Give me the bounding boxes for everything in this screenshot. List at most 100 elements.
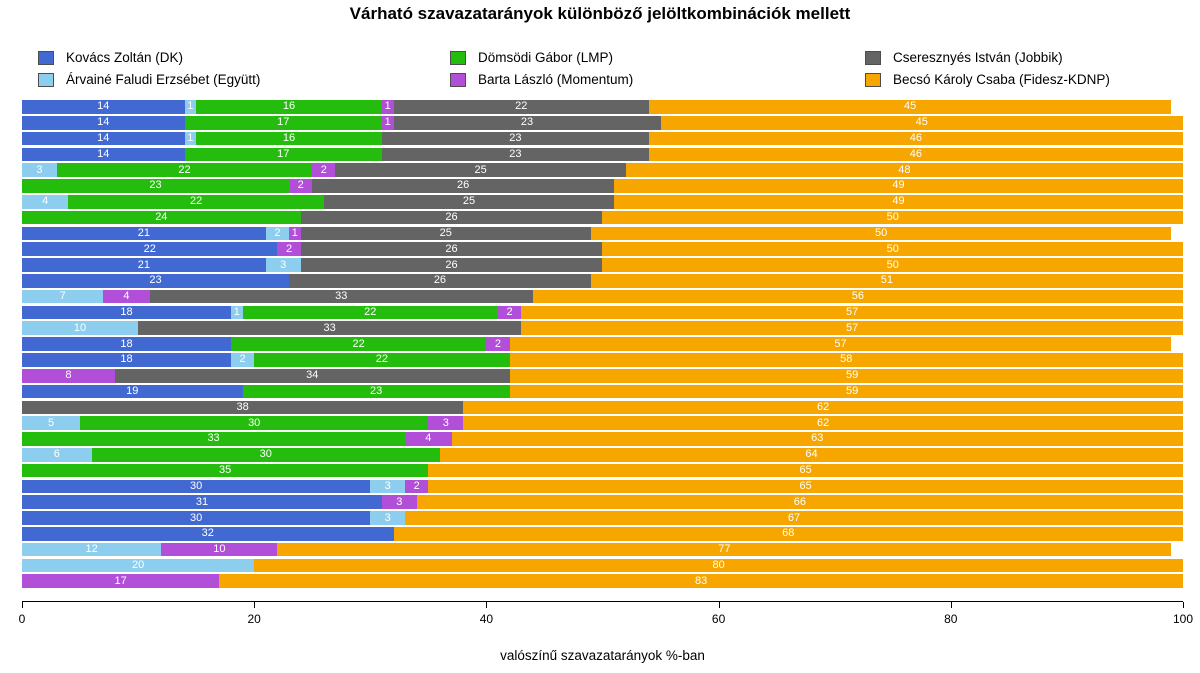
segment-value-label: 24: [155, 211, 168, 224]
bar-segment-fidesz: 67: [405, 511, 1183, 525]
segment-value-label: 1: [384, 116, 391, 129]
bar-segment-egyutt: 2: [265, 226, 290, 241]
segment-value-label: 50: [875, 226, 888, 239]
bar-row: 7 4 33 56: [22, 289, 1183, 305]
bar-row: 8 34 59: [22, 368, 1183, 384]
x-axis-tick-label: 80: [944, 612, 958, 626]
bar-segment-fidesz: 50: [602, 210, 1183, 225]
bar-segment-lmp: 24: [22, 210, 301, 225]
bar-segment-jobbik: 33: [138, 321, 522, 336]
bar-row: 30 3 67: [22, 510, 1183, 526]
segment-value-label: 18: [120, 337, 133, 350]
bar-segment-momentum: 1: [381, 115, 394, 130]
bar-segment-egyutt: 4: [22, 194, 69, 209]
segment-value-label: 50: [886, 242, 899, 255]
bar-row: 21 2 1 25 50: [22, 226, 1183, 242]
segment-value-label: 45: [915, 116, 928, 129]
segment-value-label: 22: [375, 353, 389, 366]
segment-value-label: 23: [509, 132, 522, 145]
bar-row: 6 30 64: [22, 447, 1183, 463]
bar-segment-fidesz: 65: [428, 463, 1183, 478]
bar-segment-lmp: 16: [196, 100, 382, 114]
segment-value-label: 57: [845, 305, 859, 318]
segment-value-label: 4: [123, 290, 130, 303]
bar-row: 14 17 1 23 45: [22, 115, 1183, 131]
bar-segment-momentum: 17: [22, 574, 220, 589]
segment-value-label: 33: [323, 321, 336, 334]
segment-value-label: 51: [880, 274, 894, 287]
bar-row: 38 62: [22, 399, 1183, 415]
bar-segment-fidesz: 45: [648, 100, 1172, 114]
segment-value-label: 77: [718, 543, 731, 556]
segment-value-label: 59: [845, 385, 859, 398]
segment-value-label: 35: [219, 464, 232, 477]
bar-segment-momentum: 2: [486, 337, 510, 351]
segment-value-label: 1: [233, 305, 240, 318]
bar-segment-dk: 19: [22, 384, 243, 399]
bar-row: 19 23 59: [22, 384, 1183, 400]
bar-segment-momentum: 2: [405, 479, 429, 494]
segment-value-label: 26: [445, 211, 458, 224]
segment-value-label: 83: [695, 574, 708, 587]
segment-value-label: 18: [120, 305, 133, 318]
segment-value-label: 26: [433, 274, 447, 287]
bar-segment-dk: 14: [22, 115, 185, 130]
bar-segment-fidesz: 83: [219, 574, 1183, 589]
segment-value-label: 22: [364, 305, 377, 318]
bar-segment-jobbik: 23: [381, 147, 649, 162]
bar-segment-egyutt: 5: [22, 416, 81, 430]
bar-segment-dk: 32: [22, 527, 394, 541]
segment-value-label: 17: [277, 116, 290, 129]
bar-segment-dk: 14: [22, 131, 185, 146]
segment-value-label: 49: [892, 195, 905, 208]
legend-label: Dömsödi Gábor (LMP): [478, 50, 614, 65]
segment-value-label: 16: [282, 132, 296, 145]
bar-segment-egyutt: 3: [370, 479, 406, 494]
segment-value-label: 4: [42, 195, 49, 208]
segment-value-label: 26: [457, 179, 470, 192]
x-axis-tick: [22, 602, 23, 608]
segment-value-label: 50: [886, 211, 899, 224]
bar-segment-egyutt: 7: [22, 289, 104, 304]
bar-segment-dk: 31: [22, 495, 382, 510]
bar-segment-dk: 18: [22, 353, 231, 367]
legend-column: Cseresznyés István (Jobbik) Becsó Károly …: [865, 50, 1110, 87]
segment-value-label: 57: [834, 337, 847, 350]
bar-segment-dk: 30: [22, 511, 371, 525]
bar-segment-lmp: 23: [22, 179, 290, 193]
segment-value-label: 18: [120, 353, 133, 366]
bar-row: 21 3 26 50: [22, 257, 1183, 273]
segment-value-label: 3: [396, 495, 403, 508]
bar-chart: 14 1 16 1 22 45 14 17 1 23 45 14 1 16 23 46 14 17 23 46 3 22 2…: [22, 99, 1183, 589]
x-axis-tick-label: 40: [479, 612, 494, 626]
legend-swatch-lmp: [450, 50, 466, 65]
bar-segment-momentum: 10: [161, 542, 278, 557]
segment-value-label: 46: [909, 147, 923, 160]
segment-value-label: 1: [384, 100, 391, 113]
segment-value-label: 30: [259, 448, 272, 461]
legend-label: Kovács Zoltán (DK): [66, 50, 184, 65]
bar-row: 23 2 26 49: [22, 178, 1183, 194]
segment-value-label: 19: [126, 385, 139, 398]
legend-swatch-dk: [38, 50, 54, 65]
bar-row: 32 68: [22, 526, 1183, 542]
bar-segment-momentum: 2: [277, 242, 301, 257]
legend-swatch-jobbik: [865, 50, 881, 65]
legend-entry-egyutt: Árvainé Faludi Erzsébet (Együtt): [38, 72, 260, 87]
segment-value-label: 2: [239, 353, 246, 366]
segment-value-label: 22: [352, 337, 365, 350]
segment-value-label: 17: [114, 574, 127, 587]
bar-segment-jobbik: 26: [289, 274, 591, 288]
segment-value-label: 68: [782, 527, 795, 540]
legend-entry-fidesz: Becsó Károly Csaba (Fidesz-KDNP): [865, 72, 1110, 87]
bar-row: 18 2 22 58: [22, 352, 1183, 368]
bar-segment-dk: 22: [22, 242, 278, 257]
bar-row: 18 1 22 2 57: [22, 305, 1183, 321]
bar-row: 30 3 2 65: [22, 479, 1183, 495]
legend-swatch-egyutt: [38, 72, 54, 87]
segment-value-label: 2: [413, 479, 420, 492]
bar-segment-fidesz: 68: [393, 527, 1183, 541]
bar-segment-lmp: 33: [22, 432, 406, 446]
bar-segment-dk: 23: [22, 274, 290, 288]
segment-value-label: 10: [73, 321, 87, 334]
